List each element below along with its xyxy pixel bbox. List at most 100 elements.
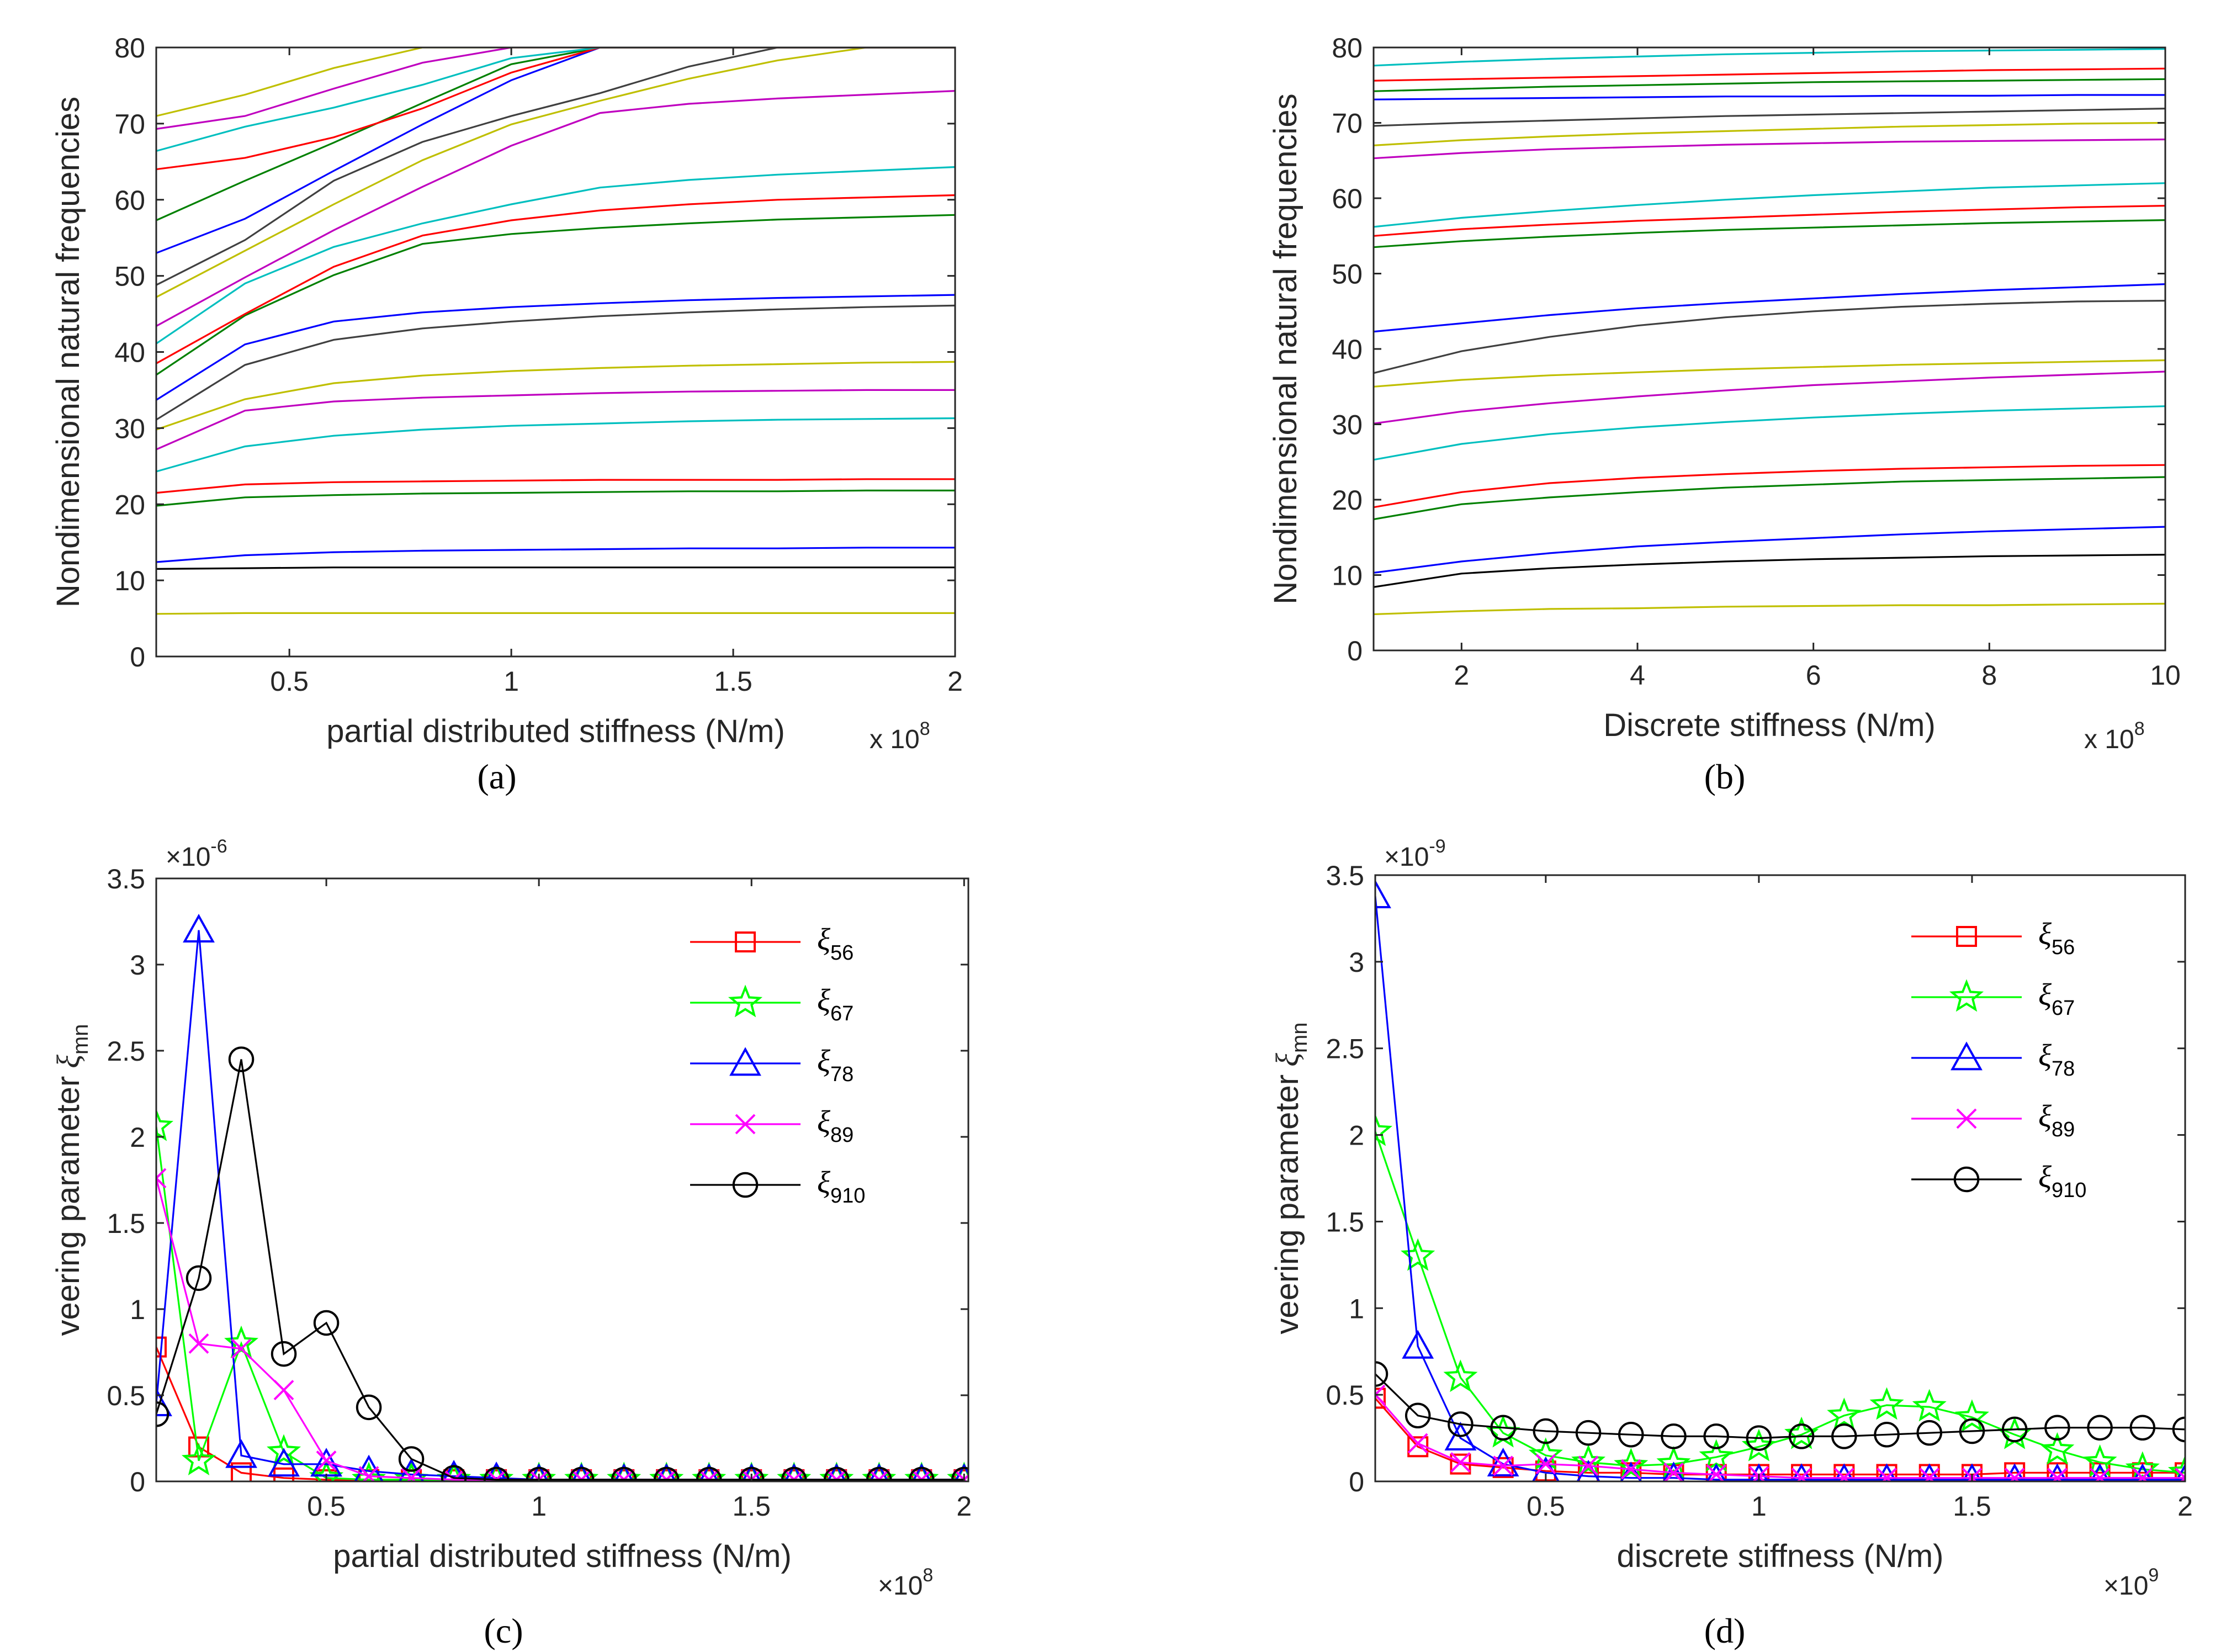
series-group [156, 47, 955, 615]
y-tick-label: 3 [1349, 947, 1364, 978]
x-tick-label: 8 [1981, 660, 1997, 691]
y-axis-label: Nondimensional natural frequencies [50, 97, 86, 607]
series-line-20 [156, 47, 955, 152]
series-line-19 [1374, 67, 2165, 82]
data-point-67-1 [181, 1443, 216, 1475]
chart-panel-b: 2 4 6 8 10 0 10 20 30 40 50 60 70 80 Discrete stiffnes… [1268, 33, 2181, 796]
data-point-910-11 [1831, 1423, 1857, 1449]
data-point-910-3 [271, 1341, 297, 1367]
series-line-17 [156, 47, 955, 254]
y-tick-label: 30 [114, 413, 145, 444]
series-line-3 [156, 547, 955, 563]
series-line-18 [1374, 78, 2165, 92]
data-point-89-4 [316, 1450, 337, 1471]
data-point-910-14 [1959, 1418, 1985, 1444]
data-point-89-15 [2004, 1468, 2025, 1481]
data-point-67-0 [156, 1108, 174, 1141]
x-axis-label: partial distributed stiffness (N/m) [333, 1538, 792, 1574]
series-line-13 [156, 166, 955, 345]
data-point-910-19 [951, 1466, 968, 1481]
x-tick-label: 0.5 [1527, 1491, 1565, 1522]
panel-caption: (b) [1704, 757, 1746, 796]
chart-panel-c: 0.5 1 1.5 2 0 0.5 1 1.5 2 2.5 3 3.5 partial distribu… [50, 836, 972, 1650]
y-tick-label: 1 [130, 1294, 145, 1325]
data-point-89-5 [358, 1466, 379, 1481]
y-tick-label: 0 [1349, 1466, 1364, 1497]
data-point-78-11 [613, 1463, 634, 1481]
data-point-89-4 [1535, 1454, 1556, 1475]
data-point-910-19 [2172, 1416, 2185, 1443]
series-line-2 [156, 566, 955, 570]
data-point-67-13 [1912, 1389, 1947, 1422]
series-line-17 [1374, 94, 2165, 100]
data-point-89-3 [273, 1380, 294, 1401]
y-tick-label: 20 [1332, 485, 1363, 516]
y-tick-label: 2.5 [1326, 1034, 1364, 1065]
data-point-89-11 [1833, 1468, 1854, 1481]
data-point-67-1 [1401, 1238, 1435, 1271]
legend-marker-89 [1956, 1108, 1977, 1129]
series-line-12 [156, 194, 955, 364]
data-point-67-19 [2167, 1454, 2185, 1481]
x-exponent-label: ×109 [2103, 1565, 2159, 1601]
data-point-910-17 [866, 1466, 892, 1481]
data-point-89-1 [188, 1333, 209, 1354]
x-axis-label: partial distributed stiffness (N/m) [326, 713, 785, 749]
data-point-910-4 [313, 1310, 340, 1336]
x-tick-label: 2 [947, 666, 963, 697]
data-point-910-11 [611, 1466, 637, 1481]
legend-marker-67 [728, 984, 763, 1018]
panel-caption: (c) [484, 1611, 523, 1650]
data-point-910-8 [1703, 1423, 1729, 1449]
data-point-910-6 [1618, 1422, 1644, 1448]
data-point-910-6 [398, 1446, 425, 1472]
y-axis-label: veering parameterξmn [1269, 1022, 1312, 1334]
data-point-89-17 [2090, 1468, 2110, 1481]
data-point-78-14 [741, 1463, 762, 1481]
data-point-910-1 [1404, 1402, 1431, 1429]
data-point-56-2 [231, 1462, 252, 1481]
series-line-18 [156, 47, 955, 221]
y-exponent-label: ×10-6 [166, 836, 227, 872]
series-line-11 [156, 214, 955, 376]
data-point-78-15 [784, 1463, 804, 1481]
data-point-89-6 [1620, 1459, 1641, 1480]
series-line-9 [156, 304, 955, 421]
series-line-89 [1375, 1394, 2185, 1479]
y-tick-label: 3.5 [1326, 860, 1364, 891]
legend-marker-78 [729, 1047, 761, 1076]
data-point-89-16 [2047, 1468, 2068, 1481]
data-point-78-0 [156, 1387, 172, 1416]
y-tick-label: 0 [130, 642, 145, 673]
data-point-67-3 [267, 1434, 301, 1467]
data-point-67-18 [2125, 1451, 2160, 1481]
data-point-78-19 [954, 1463, 968, 1481]
data-point-910-14 [738, 1466, 765, 1481]
legend-marker-56 [735, 931, 756, 952]
x-tick-label: 1.5 [1953, 1491, 1991, 1522]
series-line-10 [1374, 283, 2165, 333]
x-tick-label: 0.5 [270, 666, 309, 697]
legend-entry-89: ξ89 [817, 1105, 854, 1147]
y-tick-label: 20 [114, 489, 145, 520]
y-tick-label: 80 [114, 33, 145, 63]
data-point-89-7 [1663, 1462, 1684, 1481]
data-point-78-8 [485, 1462, 508, 1481]
y-axis-label: veering parameterξmn [50, 1024, 93, 1336]
data-point-78-2 [1444, 1421, 1477, 1450]
data-point-78-3 [1487, 1448, 1519, 1477]
data-point-67-0 [1375, 1113, 1393, 1146]
series-line-19 [156, 47, 955, 171]
legend-marker-67 [1949, 979, 1984, 1012]
data-point-78-9 [1748, 1463, 1769, 1481]
data-point-910-10 [1788, 1423, 1815, 1449]
series-line-14 [1374, 138, 2165, 160]
x-exponent-label: x 108 [870, 718, 930, 754]
x-tick-label: 2 [2177, 1491, 2193, 1522]
y-tick-label: 1.5 [107, 1208, 145, 1239]
data-point-67-12 [1869, 1387, 1904, 1420]
data-point-910-5 [356, 1394, 382, 1421]
y-tick-label: 10 [1332, 560, 1363, 591]
series-line-12 [1374, 205, 2165, 237]
